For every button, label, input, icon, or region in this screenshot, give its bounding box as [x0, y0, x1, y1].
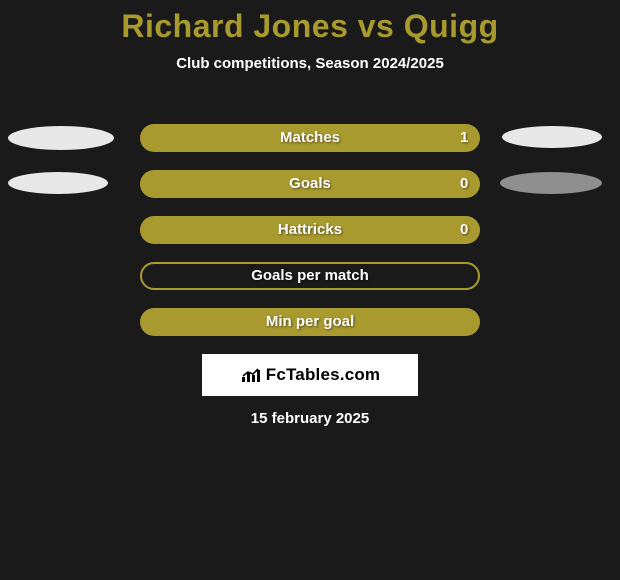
- stat-label: Matches: [140, 124, 480, 152]
- title-player1: Richard Jones: [121, 8, 348, 44]
- subtitle: Club competitions, Season 2024/2025: [0, 55, 620, 72]
- logo-box: FcTables.com: [202, 354, 418, 396]
- right-ellipse: [502, 126, 602, 148]
- stat-value: 0: [460, 216, 468, 244]
- stat-row: Hattricks0: [0, 216, 620, 244]
- stat-label: Goals per match: [140, 262, 480, 290]
- stat-value: 0: [460, 170, 468, 198]
- comparison-widget: Richard Jones vs Quigg Club competitions…: [0, 0, 620, 580]
- stat-label: Goals: [140, 170, 480, 198]
- stat-label: Hattricks: [140, 216, 480, 244]
- logo-text: FcTables.com: [266, 365, 381, 385]
- stat-value: 1: [460, 124, 468, 152]
- stat-rows: Matches1Goals0Hattricks0Goals per matchM…: [0, 124, 620, 354]
- logo-chart-icon: [240, 366, 262, 384]
- left-ellipse: [8, 126, 114, 150]
- stat-row: Goals per match: [0, 262, 620, 290]
- title-vs: vs: [358, 8, 395, 44]
- stat-label: Min per goal: [140, 308, 480, 336]
- logo: FcTables.com: [240, 365, 381, 385]
- stat-row: Min per goal: [0, 308, 620, 336]
- stat-row: Goals0: [0, 170, 620, 198]
- date-label: 15 february 2025: [0, 410, 620, 427]
- title-player2: Quigg: [404, 8, 499, 44]
- left-ellipse: [8, 172, 108, 194]
- right-ellipse: [500, 172, 602, 194]
- page-title: Richard Jones vs Quigg: [0, 0, 620, 45]
- stat-row: Matches1: [0, 124, 620, 152]
